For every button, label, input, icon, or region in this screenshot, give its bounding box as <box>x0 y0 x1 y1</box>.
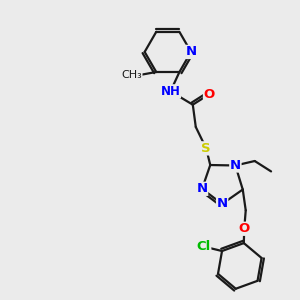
Text: N: N <box>196 182 208 195</box>
Text: S: S <box>201 142 211 155</box>
Text: Cl: Cl <box>196 240 211 253</box>
Text: O: O <box>238 222 250 235</box>
Text: N: N <box>230 159 241 172</box>
Text: NH: NH <box>160 85 180 98</box>
Text: N: N <box>217 197 228 211</box>
Text: N: N <box>185 45 197 58</box>
Text: O: O <box>203 88 215 101</box>
Text: CH₃: CH₃ <box>121 70 142 80</box>
